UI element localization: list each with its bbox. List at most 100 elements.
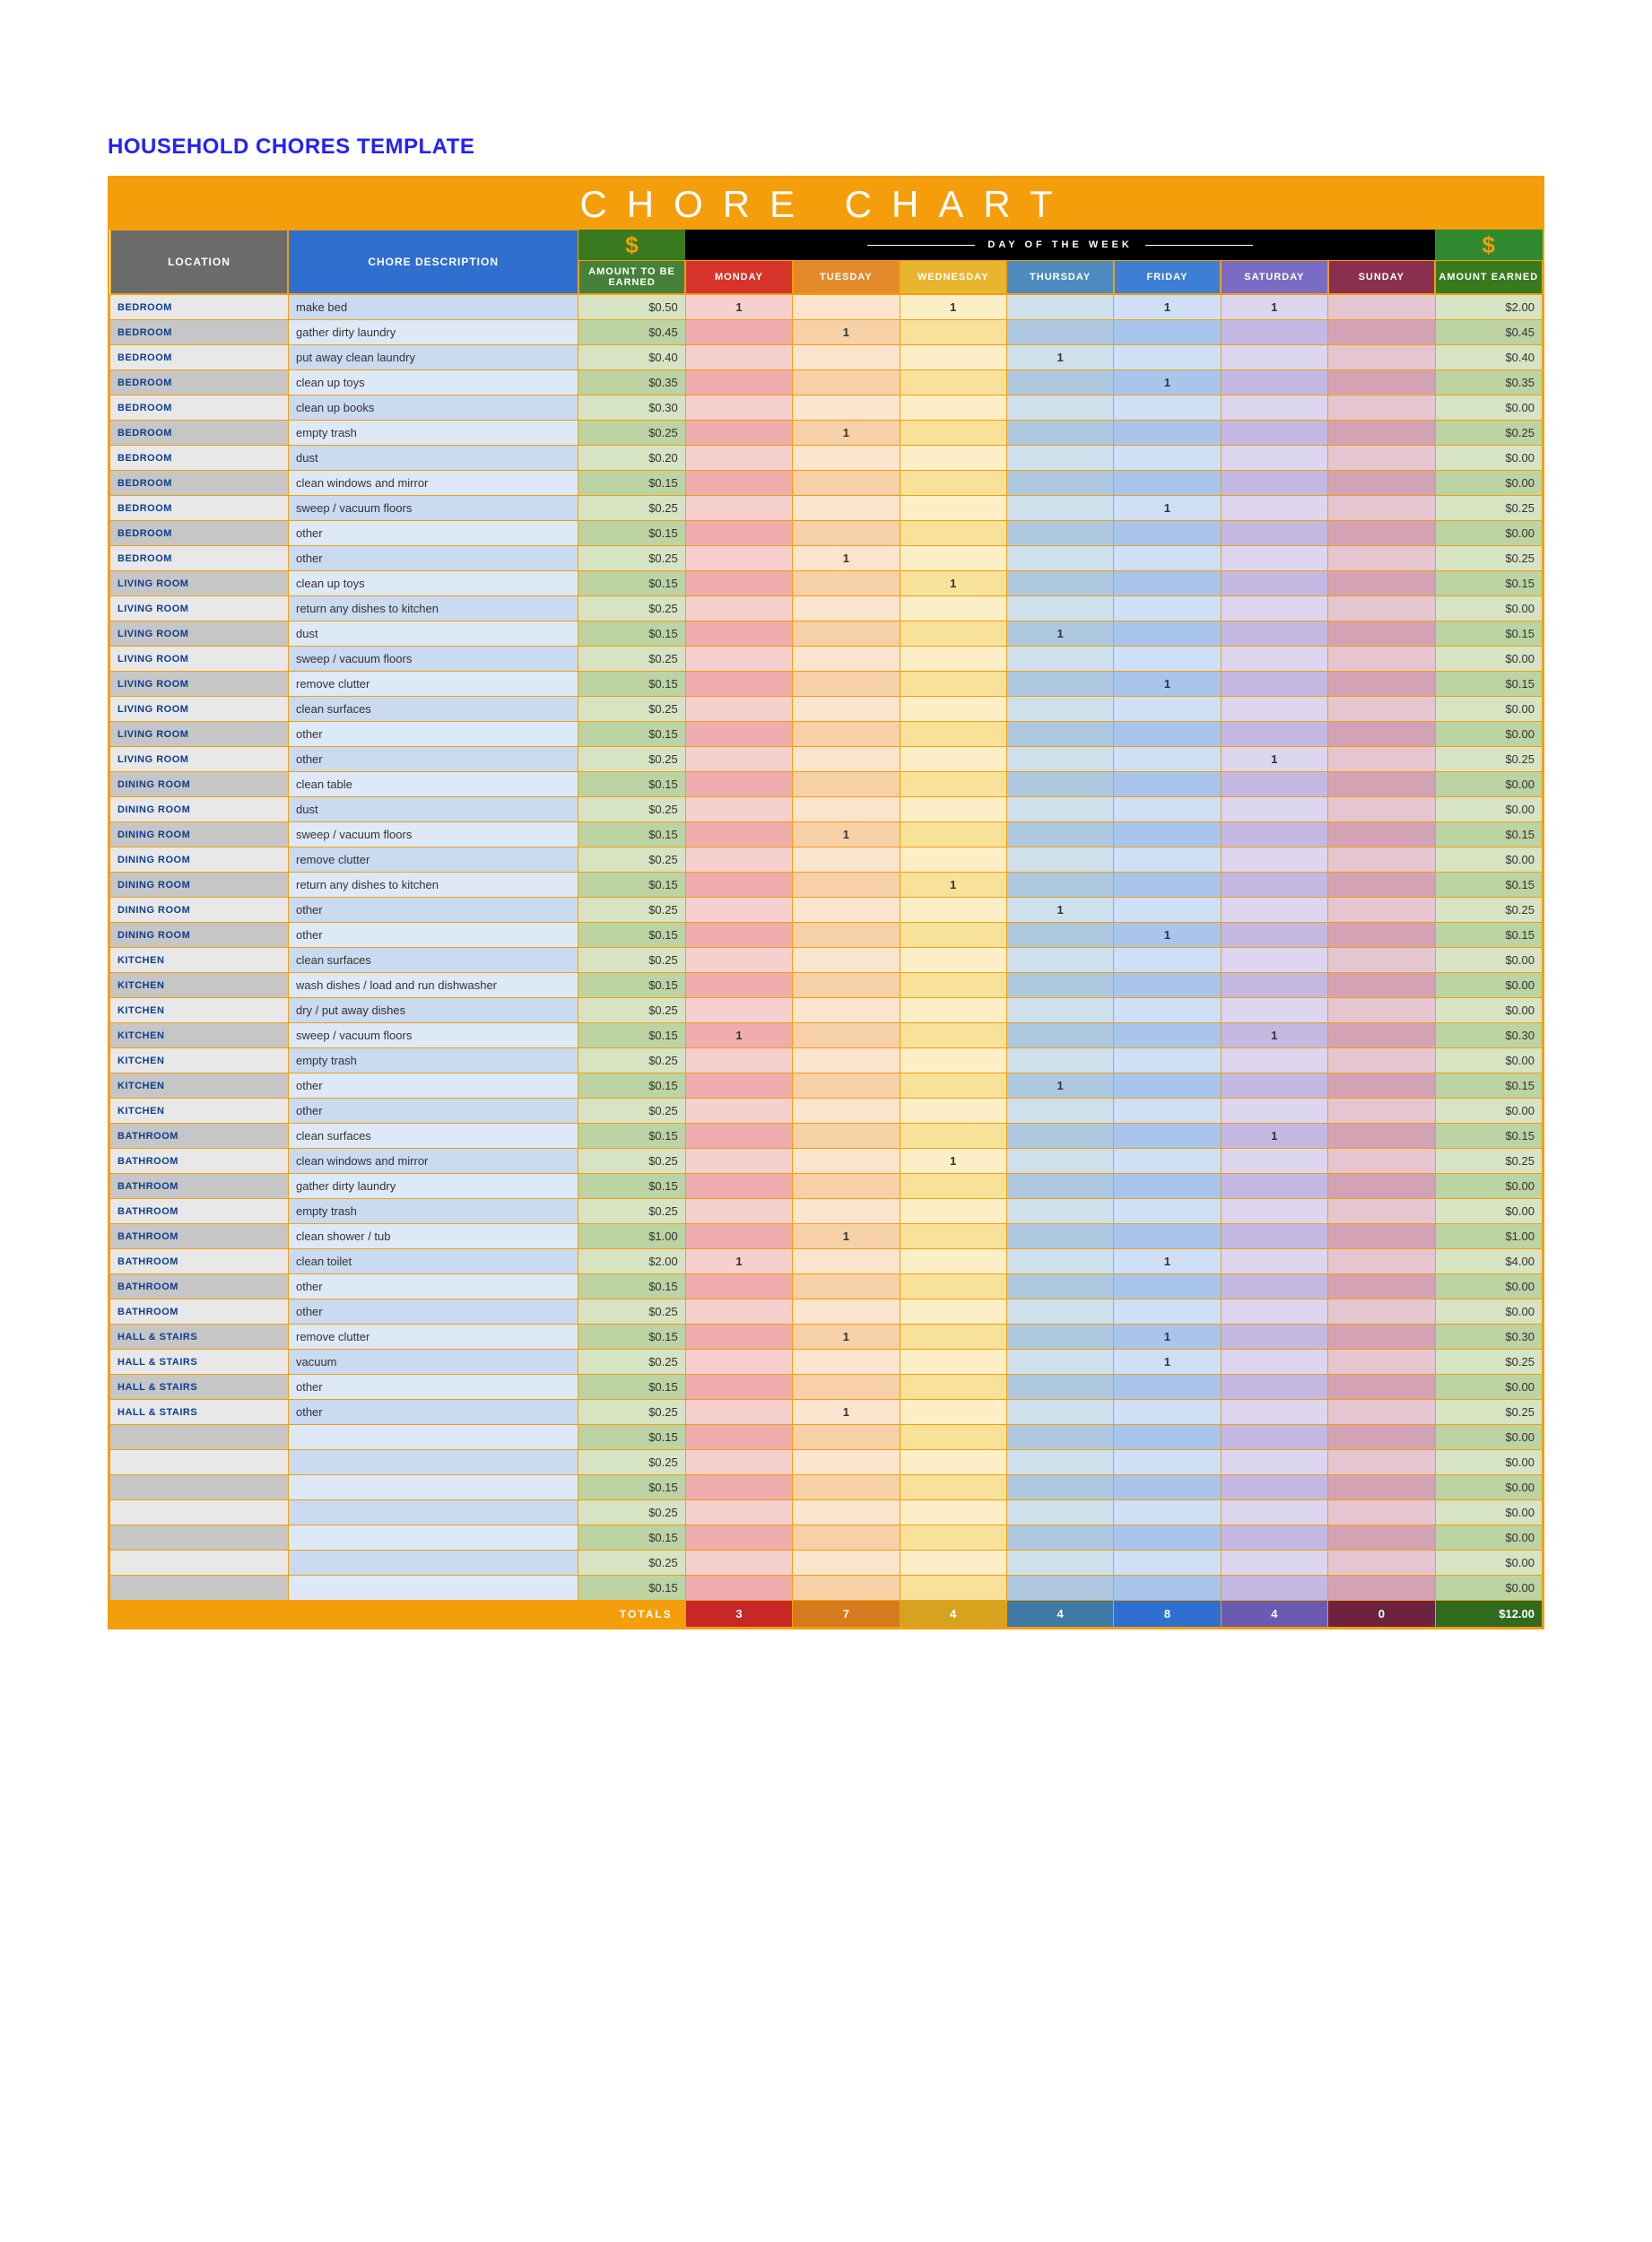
cell-day bbox=[1221, 1525, 1327, 1551]
doc-heading: HOUSEHOLD CHORES TEMPLATE bbox=[108, 135, 1544, 160]
cell-day bbox=[900, 1325, 1006, 1350]
cell-day bbox=[1328, 320, 1435, 345]
cell-day: 1 bbox=[1006, 621, 1113, 647]
chore-chart: CHORE CHART LOCATION CHORE DESCRIPTION $… bbox=[108, 176, 1544, 1629]
cell-earned: $0.00 bbox=[1435, 1500, 1542, 1525]
cell-earned: $0.00 bbox=[1435, 722, 1542, 747]
table-row: LIVING ROOMsweep / vacuum floors$0.25$0.… bbox=[110, 647, 1543, 672]
cell-earned: $0.25 bbox=[1435, 1400, 1542, 1425]
cell-day bbox=[900, 596, 1006, 621]
cell-day bbox=[1114, 1551, 1221, 1576]
cell-day bbox=[1006, 1023, 1113, 1048]
cell-day bbox=[793, 1350, 900, 1375]
cell-amount: $0.25 bbox=[578, 948, 685, 973]
cell-earned: $0.00 bbox=[1435, 471, 1542, 496]
cell-day bbox=[1328, 1224, 1435, 1249]
cell-day bbox=[793, 847, 900, 873]
cell-day: 1 bbox=[793, 546, 900, 571]
table-row: BATHROOMempty trash$0.25$0.00 bbox=[110, 1199, 1543, 1224]
cell-day bbox=[685, 395, 792, 421]
cell-day bbox=[1221, 1099, 1327, 1124]
cell-day bbox=[1114, 1425, 1221, 1450]
cell-day bbox=[1328, 923, 1435, 948]
cell-day bbox=[900, 320, 1006, 345]
cell-description: clean up toys bbox=[288, 571, 578, 596]
cell-day bbox=[900, 772, 1006, 797]
header-thursday: THURSDAY bbox=[1006, 260, 1113, 294]
table-row: KITCHENempty trash$0.25$0.00 bbox=[110, 1048, 1543, 1073]
cell-day bbox=[1221, 320, 1327, 345]
cell-day: 1 bbox=[1114, 1325, 1221, 1350]
header-friday: FRIDAY bbox=[1114, 260, 1221, 294]
table-row: BEDROOMmake bed$0.501111$2.00 bbox=[110, 295, 1543, 320]
cell-location: HALL & STAIRS bbox=[110, 1325, 289, 1350]
cell-day bbox=[900, 722, 1006, 747]
cell-amount: $0.25 bbox=[578, 797, 685, 822]
cell-earned: $0.25 bbox=[1435, 496, 1542, 521]
cell-day bbox=[1114, 471, 1221, 496]
cell-day bbox=[1006, 722, 1113, 747]
cell-day bbox=[793, 1249, 900, 1274]
cell-location: BATHROOM bbox=[110, 1149, 289, 1174]
cell-day bbox=[1006, 446, 1113, 471]
cell-description: clean windows and mirror bbox=[288, 1149, 578, 1174]
cell-day bbox=[1006, 697, 1113, 722]
cell-earned: $0.00 bbox=[1435, 1199, 1542, 1224]
table-row: BATHROOMclean shower / tub$1.001$1.00 bbox=[110, 1224, 1543, 1249]
cell-day bbox=[1328, 1475, 1435, 1500]
cell-day bbox=[685, 1149, 792, 1174]
cell-day bbox=[1328, 471, 1435, 496]
cell-day bbox=[900, 797, 1006, 822]
cell-day bbox=[1114, 421, 1221, 446]
cell-day bbox=[1006, 747, 1113, 772]
cell-day bbox=[1006, 948, 1113, 973]
cell-day bbox=[1006, 847, 1113, 873]
cell-day bbox=[1006, 1576, 1113, 1601]
table-row: BEDROOMother$0.251$0.25 bbox=[110, 546, 1543, 571]
cell-day bbox=[900, 446, 1006, 471]
cell-day bbox=[793, 722, 900, 747]
cell-day bbox=[1328, 697, 1435, 722]
cell-earned: $0.30 bbox=[1435, 1325, 1542, 1350]
cell-amount: $0.15 bbox=[578, 1073, 685, 1099]
cell-day bbox=[1006, 873, 1113, 898]
cell-day bbox=[1114, 1174, 1221, 1199]
cell-day bbox=[1114, 521, 1221, 546]
cell-day: 1 bbox=[793, 822, 900, 847]
totals-tuesday: 7 bbox=[793, 1601, 900, 1628]
cell-day bbox=[1328, 1576, 1435, 1601]
cell-description: clean toilet bbox=[288, 1249, 578, 1274]
cell-description: make bed bbox=[288, 295, 578, 320]
header-wednesday: WEDNESDAY bbox=[900, 260, 1006, 294]
cell-earned: $2.00 bbox=[1435, 295, 1542, 320]
cell-day bbox=[1114, 596, 1221, 621]
cell-earned: $0.45 bbox=[1435, 320, 1542, 345]
cell-day bbox=[1328, 847, 1435, 873]
cell-description: remove clutter bbox=[288, 1325, 578, 1350]
table-row: LIVING ROOMclean up toys$0.151$0.15 bbox=[110, 571, 1543, 596]
cell-day bbox=[1221, 1274, 1327, 1299]
cell-day: 1 bbox=[1221, 747, 1327, 772]
table-row: BEDROOMclean windows and mirror$0.15$0.0… bbox=[110, 471, 1543, 496]
table-row: DINING ROOMdust$0.25$0.00 bbox=[110, 797, 1543, 822]
cell-day bbox=[900, 1400, 1006, 1425]
cell-day bbox=[900, 1500, 1006, 1525]
cell-day bbox=[1328, 596, 1435, 621]
cell-earned: $0.00 bbox=[1435, 1099, 1542, 1124]
cell-day bbox=[1328, 1023, 1435, 1048]
cell-day bbox=[1328, 1073, 1435, 1099]
cell-day bbox=[1221, 847, 1327, 873]
cell-day bbox=[793, 1124, 900, 1149]
cell-day bbox=[685, 1525, 792, 1551]
cell-amount: $0.15 bbox=[578, 822, 685, 847]
cell-earned: $0.25 bbox=[1435, 1350, 1542, 1375]
cell-day bbox=[1328, 1249, 1435, 1274]
cell-description: gather dirty laundry bbox=[288, 1174, 578, 1199]
cell-earned: $0.00 bbox=[1435, 1048, 1542, 1073]
cell-earned: $0.00 bbox=[1435, 596, 1542, 621]
cell-location: DINING ROOM bbox=[110, 898, 289, 923]
cell-earned: $0.00 bbox=[1435, 973, 1542, 998]
cell-day bbox=[1221, 1073, 1327, 1099]
cell-day bbox=[685, 847, 792, 873]
cell-amount: $1.00 bbox=[578, 1224, 685, 1249]
